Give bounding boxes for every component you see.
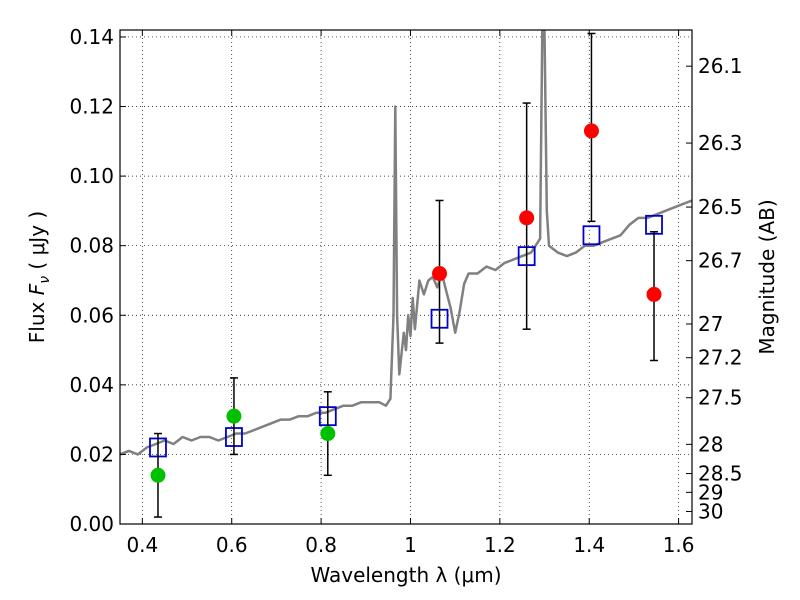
right-tick-label: 27.2 — [698, 346, 743, 370]
sed-model-line — [120, 30, 692, 456]
x-tick-label: 1.2 — [484, 533, 516, 557]
y-label-symbol: F — [25, 283, 49, 295]
y-label-subscript: ν — [37, 276, 53, 284]
right-tick-label: 26.7 — [698, 249, 743, 273]
x-tick-label: 0.8 — [305, 533, 337, 557]
photometry-point — [226, 408, 242, 424]
y-tick-label: 0.06 — [69, 303, 114, 327]
model-photometry-square — [582, 225, 601, 246]
right-tick-label: 28 — [698, 432, 723, 456]
right-tick-label: 27 — [698, 312, 723, 336]
grid — [120, 30, 692, 525]
photometry-point — [150, 467, 166, 483]
right-tick-label: 29 — [698, 480, 723, 504]
x-axis-label: Wavelength λ (μm) — [310, 563, 501, 587]
photometry-point — [583, 123, 599, 139]
x-tick-label: 1 — [404, 533, 417, 557]
y-label-prefix: Flux — [25, 295, 49, 343]
plot-series — [120, 30, 692, 518]
right-tick-label: 28.5 — [698, 462, 743, 486]
y-tick-label: 0.08 — [69, 234, 114, 258]
y-tick-label: 0.14 — [69, 25, 114, 49]
photometry-point — [320, 426, 336, 442]
x-tick-label: 0.4 — [126, 533, 158, 557]
right-tick-label: 26.3 — [698, 131, 743, 155]
right-tick-label: 26.5 — [698, 195, 743, 219]
y-tick-label: 0.12 — [69, 95, 114, 119]
x-tick-label: 1.4 — [573, 533, 605, 557]
right-tick-label: 27.5 — [698, 386, 743, 410]
right-tick-label: 30 — [698, 499, 723, 523]
photometry-point — [519, 210, 535, 226]
y-tick-label: 0.00 — [69, 512, 114, 536]
photometry-point — [646, 286, 662, 302]
plot-frame — [119, 29, 693, 525]
y-axis-label-right: Magnitude (AB) — [755, 199, 779, 354]
photometry-point — [432, 266, 448, 282]
x-tick-label: 0.6 — [216, 533, 248, 557]
y-tick-label: 0.04 — [69, 373, 114, 397]
x-tick-label: 1.6 — [663, 533, 695, 557]
right-tick-label: 26.1 — [698, 54, 743, 78]
y-tick-label: 0.10 — [69, 164, 114, 188]
y-axis-label-left: Flux Fν ( μJy ) — [25, 211, 53, 343]
axis-ticks: 0.4 0.6 0.8 1 1.2 1.4 1.6 0.00 0.02 0.04 0.06 0.08 0… — [69, 25, 742, 557]
y-label-suffix: ( μJy ) — [25, 211, 49, 276]
y-tick-label: 0.02 — [69, 442, 114, 466]
